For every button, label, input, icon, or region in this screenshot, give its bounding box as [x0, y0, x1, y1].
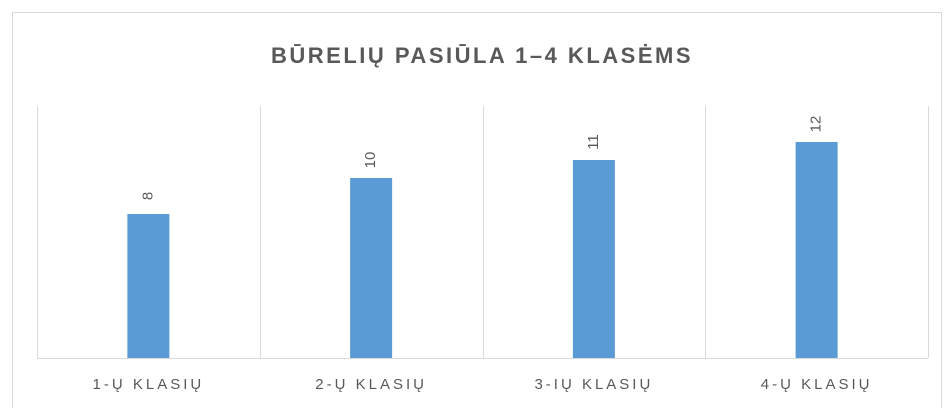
data-label: 10 — [362, 152, 379, 169]
data-label: 8 — [139, 192, 156, 200]
chart-title: BŪRELIŲ PASIŪLA 1–4 KLASĖMS — [271, 43, 693, 68]
x-tick-label: 2-Ų KLASIŲ — [315, 376, 427, 393]
x-tick-label: 4-Ų KLASIŲ — [761, 376, 873, 393]
x-tick-label: 3-IŲ KLASIŲ — [534, 376, 653, 393]
data-label: 12 — [808, 116, 825, 133]
bar — [127, 214, 170, 358]
data-label: 11 — [585, 134, 602, 150]
bar — [572, 160, 615, 358]
x-tick-label: 1-Ų KLASIŲ — [93, 376, 205, 393]
bar — [350, 178, 393, 358]
bar — [795, 142, 838, 358]
